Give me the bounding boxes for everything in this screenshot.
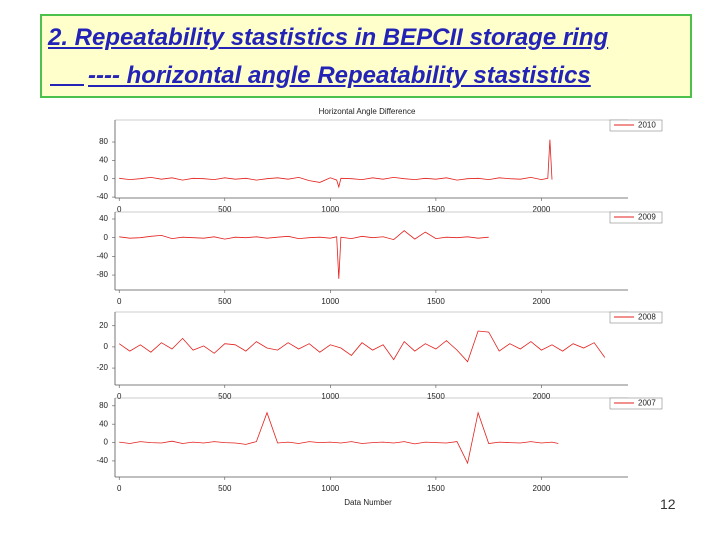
data-line (119, 139, 553, 189)
slide-subtitle: ---- horizontal angle Repeatability stas… (88, 62, 591, 89)
y-tick-label: -40 (96, 251, 108, 260)
data-line (119, 411, 559, 465)
x-tick-label: 1500 (427, 484, 445, 493)
x-tick-label: 500 (218, 297, 232, 306)
y-tick-label: 0 (104, 174, 109, 183)
y-tick-label: 80 (99, 137, 108, 146)
x-tick-label: 1500 (427, 392, 445, 401)
legend-label: 2008 (638, 313, 656, 322)
y-tick-label: 40 (99, 419, 108, 428)
x-tick-label: 500 (218, 484, 232, 493)
x-tick-label: 0 (117, 392, 122, 401)
chart-title: Horizontal Angle Difference (319, 107, 416, 116)
x-tick-label: 1000 (321, 297, 339, 306)
legend-label: 2009 (638, 213, 656, 222)
x-tick-label: 2000 (533, 392, 551, 401)
x-tick-label: 500 (218, 392, 232, 401)
y-tick-label: 40 (99, 155, 108, 164)
x-tick-label: 0 (117, 297, 122, 306)
x-tick-label: 2000 (533, 205, 551, 214)
x-tick-label: 1000 (321, 392, 339, 401)
x-tick-label: 2000 (533, 484, 551, 493)
data-line (119, 230, 489, 279)
legend-box (609, 211, 663, 224)
y-tick-label: 0 (104, 342, 109, 351)
y-tick-label: 80 (99, 401, 108, 410)
y-tick-label: 40 (99, 214, 108, 223)
x-tick-label: 0 (117, 205, 122, 214)
x-tick-label: 0 (117, 484, 122, 493)
x-tick-label: 1000 (321, 484, 339, 493)
page-number: 12 (660, 496, 676, 512)
data-line (118, 330, 606, 363)
x-tick-label: 1500 (427, 297, 445, 306)
legend-box (609, 119, 663, 132)
x-tick-label: 500 (218, 205, 232, 214)
y-tick-label: -80 (96, 270, 108, 279)
slide-title: 2. Repeatability stastistics in BEPCII s… (48, 24, 609, 51)
y-tick-label: -40 (96, 192, 108, 201)
legend-label: 2007 (638, 399, 656, 408)
x-tick-label: 2000 (533, 297, 551, 306)
y-tick-label: -20 (96, 363, 108, 372)
underline-pad (50, 82, 84, 86)
y-tick-label: 0 (104, 233, 109, 242)
legend-box (609, 311, 663, 324)
x-tick-label: 1500 (427, 205, 445, 214)
slide-subtitle-row: ---- horizontal angle Repeatability stas… (50, 62, 690, 90)
x-tick-label: 1000 (321, 205, 339, 214)
legend-box (609, 397, 663, 410)
title-box: 2. Repeatability stastistics in BEPCII s… (40, 14, 692, 98)
x-axis-label: Data Number (344, 498, 392, 507)
legend-label: 2010 (638, 121, 656, 130)
y-tick-label: 20 (99, 321, 108, 330)
y-tick-label: 0 (104, 438, 109, 447)
y-tick-label: -40 (96, 456, 108, 465)
